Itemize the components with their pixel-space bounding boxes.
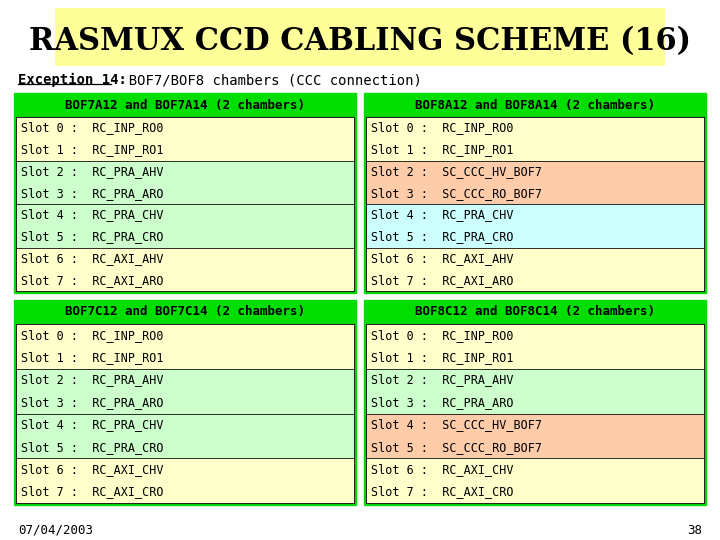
Text: RASMUX CCD CABLING SCHEME (16): RASMUX CCD CABLING SCHEME (16) xyxy=(29,26,691,57)
FancyBboxPatch shape xyxy=(364,93,706,293)
FancyBboxPatch shape xyxy=(16,117,354,291)
Text: 38: 38 xyxy=(687,523,702,537)
Text: Slot 4 :  SC_CCC_HV_BOF7: Slot 4 : SC_CCC_HV_BOF7 xyxy=(371,418,542,431)
FancyBboxPatch shape xyxy=(16,324,354,503)
Text: Slot 6 :  RC_AXI_AHV: Slot 6 : RC_AXI_AHV xyxy=(371,252,513,265)
Text: Slot 0 :  RC_INP_RO0: Slot 0 : RC_INP_RO0 xyxy=(371,122,513,134)
FancyBboxPatch shape xyxy=(366,414,704,458)
FancyBboxPatch shape xyxy=(366,458,704,503)
FancyBboxPatch shape xyxy=(16,204,354,247)
FancyBboxPatch shape xyxy=(55,8,665,66)
FancyBboxPatch shape xyxy=(366,204,704,247)
FancyBboxPatch shape xyxy=(366,117,704,291)
Text: Slot 0 :  RC_INP_RO0: Slot 0 : RC_INP_RO0 xyxy=(21,329,163,342)
Text: Slot 6 :  RC_AXI_CHV: Slot 6 : RC_AXI_CHV xyxy=(21,463,163,476)
FancyBboxPatch shape xyxy=(366,117,704,160)
Text: BOF8C12 and BOF8C14 (2 chambers): BOF8C12 and BOF8C14 (2 chambers) xyxy=(415,306,655,319)
Text: Slot 2 :  RC_PRA_AHV: Slot 2 : RC_PRA_AHV xyxy=(21,165,163,178)
Text: Slot 1 :  RC_INP_RO1: Slot 1 : RC_INP_RO1 xyxy=(371,143,513,156)
Text: Slot 2 :  RC_PRA_AHV: Slot 2 : RC_PRA_AHV xyxy=(371,374,513,387)
Text: Exception 14:: Exception 14: xyxy=(18,73,127,87)
Text: Slot 3 :  SC_CCC_RO_BOF7: Slot 3 : SC_CCC_RO_BOF7 xyxy=(371,187,542,200)
FancyBboxPatch shape xyxy=(14,93,356,293)
FancyBboxPatch shape xyxy=(16,117,354,160)
Text: Slot 0 :  RC_INP_RO0: Slot 0 : RC_INP_RO0 xyxy=(21,122,163,134)
Text: Slot 3 :  RC_PRA_ARO: Slot 3 : RC_PRA_ARO xyxy=(371,396,513,409)
FancyBboxPatch shape xyxy=(366,160,704,204)
FancyBboxPatch shape xyxy=(16,414,354,458)
FancyBboxPatch shape xyxy=(366,369,704,414)
FancyBboxPatch shape xyxy=(364,300,706,505)
Text: BOF7/BOF8 chambers (CCC connection): BOF7/BOF8 chambers (CCC connection) xyxy=(112,73,421,87)
FancyBboxPatch shape xyxy=(16,458,354,503)
Text: Slot 4 :  RC_PRA_CHV: Slot 4 : RC_PRA_CHV xyxy=(21,208,163,221)
Text: Slot 5 :  RC_PRA_CRO: Slot 5 : RC_PRA_CRO xyxy=(371,230,513,243)
Text: BOF7C12 and BOF7C14 (2 chambers): BOF7C12 and BOF7C14 (2 chambers) xyxy=(65,306,305,319)
Text: Slot 5 :  RC_PRA_CRO: Slot 5 : RC_PRA_CRO xyxy=(21,230,163,243)
Text: Slot 4 :  RC_PRA_CHV: Slot 4 : RC_PRA_CHV xyxy=(371,208,513,221)
FancyBboxPatch shape xyxy=(16,324,354,369)
Text: Slot 7 :  RC_AXI_CRO: Slot 7 : RC_AXI_CRO xyxy=(21,485,163,498)
Text: Slot 1 :  RC_INP_RO1: Slot 1 : RC_INP_RO1 xyxy=(21,351,163,364)
Text: Slot 2 :  SC_CCC_HV_BOF7: Slot 2 : SC_CCC_HV_BOF7 xyxy=(371,165,542,178)
FancyBboxPatch shape xyxy=(366,247,704,291)
Text: Slot 7 :  RC_AXI_ARO: Slot 7 : RC_AXI_ARO xyxy=(371,274,513,287)
Text: Slot 7 :  RC_AXI_CRO: Slot 7 : RC_AXI_CRO xyxy=(371,485,513,498)
Text: Slot 6 :  RC_AXI_AHV: Slot 6 : RC_AXI_AHV xyxy=(21,252,163,265)
FancyBboxPatch shape xyxy=(366,324,704,503)
Text: Slot 5 :  RC_PRA_CRO: Slot 5 : RC_PRA_CRO xyxy=(21,441,163,454)
Text: Slot 3 :  RC_PRA_ARO: Slot 3 : RC_PRA_ARO xyxy=(21,187,163,200)
Text: Slot 1 :  RC_INP_RO1: Slot 1 : RC_INP_RO1 xyxy=(21,143,163,156)
FancyBboxPatch shape xyxy=(16,247,354,291)
Text: Slot 1 :  RC_INP_RO1: Slot 1 : RC_INP_RO1 xyxy=(371,351,513,364)
Text: Slot 4 :  RC_PRA_CHV: Slot 4 : RC_PRA_CHV xyxy=(21,418,163,431)
Text: Slot 2 :  RC_PRA_AHV: Slot 2 : RC_PRA_AHV xyxy=(21,374,163,387)
Text: Slot 3 :  RC_PRA_ARO: Slot 3 : RC_PRA_ARO xyxy=(21,396,163,409)
Text: Slot 5 :  SC_CCC_RO_BOF7: Slot 5 : SC_CCC_RO_BOF7 xyxy=(371,441,542,454)
FancyBboxPatch shape xyxy=(14,300,356,505)
Text: 07/04/2003: 07/04/2003 xyxy=(18,523,93,537)
Text: Slot 7 :  RC_AXI_ARO: Slot 7 : RC_AXI_ARO xyxy=(21,274,163,287)
Text: BOF8A12 and BOF8A14 (2 chambers): BOF8A12 and BOF8A14 (2 chambers) xyxy=(415,98,655,111)
FancyBboxPatch shape xyxy=(366,324,704,369)
Text: BOF7A12 and BOF7A14 (2 chambers): BOF7A12 and BOF7A14 (2 chambers) xyxy=(65,98,305,111)
FancyBboxPatch shape xyxy=(16,160,354,204)
Text: Slot 6 :  RC_AXI_CHV: Slot 6 : RC_AXI_CHV xyxy=(371,463,513,476)
FancyBboxPatch shape xyxy=(16,369,354,414)
Text: Slot 0 :  RC_INP_RO0: Slot 0 : RC_INP_RO0 xyxy=(371,329,513,342)
